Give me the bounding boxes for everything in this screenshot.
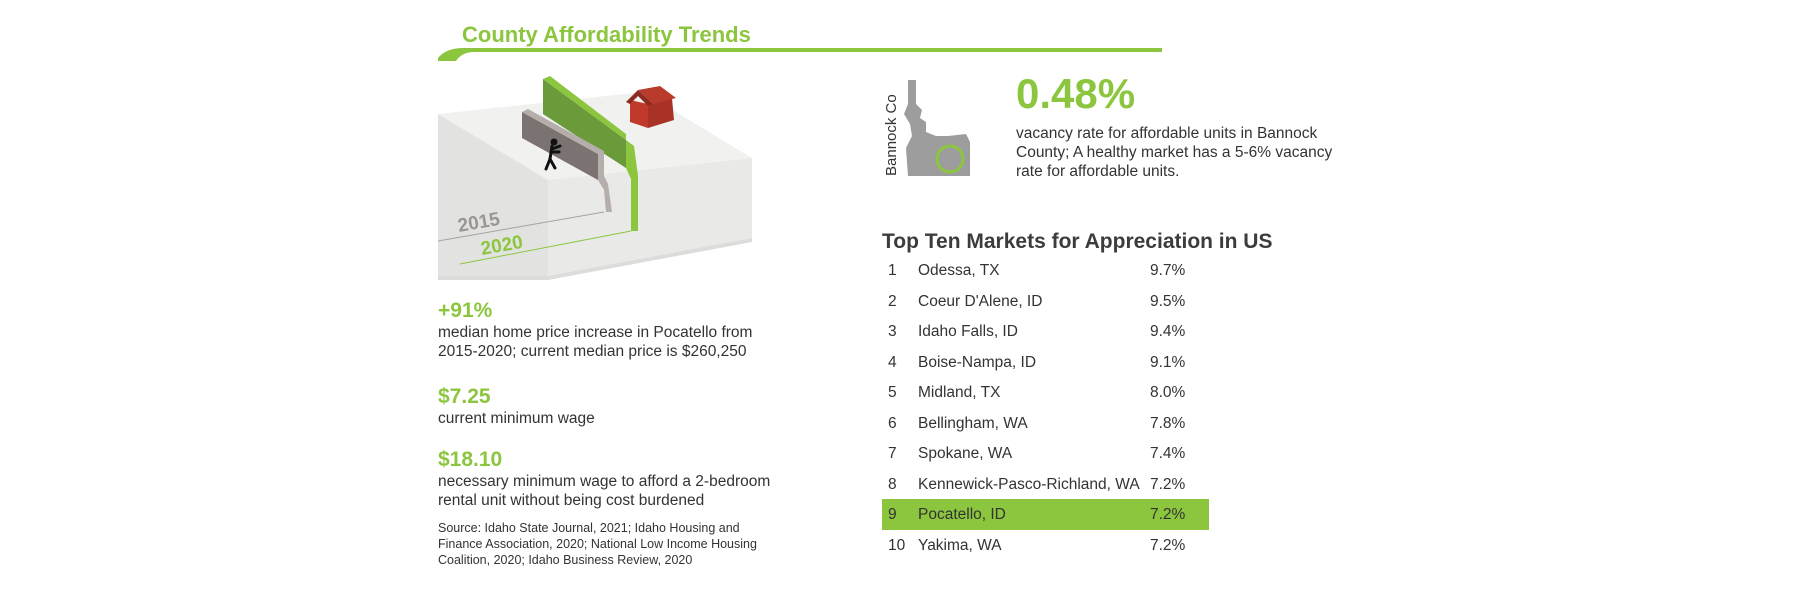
table-row: 6 Bellingham, WA 7.8% xyxy=(882,408,1209,439)
county-marker xyxy=(935,144,965,174)
city-cell: Spokane, WA xyxy=(918,445,1013,462)
rank-cell: 9 xyxy=(888,506,897,523)
idaho-map: Bannock Co xyxy=(883,80,970,176)
city-cell: Coeur D'Alene, ID xyxy=(918,292,1043,310)
city-cell: Midland, TX xyxy=(918,384,1001,401)
stat-description: current minimum wage xyxy=(438,410,595,427)
rank-cell: 3 xyxy=(888,323,897,340)
stat-value: $7.25 xyxy=(438,385,491,408)
city-cell: Boise-Nampa, ID xyxy=(918,353,1037,371)
appreciation-cell: 8.0% xyxy=(1150,384,1186,401)
page-title: County Affordability Trends xyxy=(462,22,751,47)
rank-cell: 8 xyxy=(888,475,897,493)
stat-price-increase: +91% median home price increase in Pocat… xyxy=(438,299,768,361)
city-cell: Bellingham, WA xyxy=(918,414,1028,432)
table-row: 4 Boise-Nampa, ID 9.1% xyxy=(882,347,1209,378)
city-cell: Yakima, WA xyxy=(918,536,1002,554)
appreciation-cell: 7.2% xyxy=(1150,475,1186,493)
table-row: 3 Idaho Falls, ID 9.4% xyxy=(882,316,1209,347)
appreciation-cell: 7.4% xyxy=(1150,445,1186,462)
rank-cell: 5 xyxy=(888,384,897,401)
rank-cell: 7 xyxy=(888,445,897,462)
table-row: 8 Kennewick-Pasco-Richland, WA 7.2% xyxy=(882,469,1209,500)
appreciation-cell: 9.7% xyxy=(1150,262,1186,279)
county-label: Bannock Co xyxy=(883,94,900,176)
city-cell: Odessa, TX xyxy=(918,262,1000,279)
city-cell: Pocatello, ID xyxy=(918,506,1006,523)
wall-illustration: 2015 2020 xyxy=(438,76,752,280)
stat-description: median home price increase in Pocatello … xyxy=(438,324,753,360)
city-cell: Idaho Falls, ID xyxy=(918,323,1018,340)
title-underline xyxy=(438,48,1162,61)
stat-value: +91% xyxy=(438,299,493,322)
table-row: 2 Coeur D'Alene, ID 9.5% xyxy=(882,286,1209,317)
markets-title: Top Ten Markets for Appreciation in US xyxy=(882,230,1273,253)
table-row: 7 Spokane, WA 7.4% xyxy=(882,438,1209,469)
stat-needed-wage: $18.10 necessary minimum wage to afford … xyxy=(438,448,783,510)
source-note: Source: Idaho State Journal, 2021; Idaho… xyxy=(438,521,757,567)
markets-table: 1 Odessa, TX 9.7% 2 Coeur D'Alene, ID 9.5% 3 Id… xyxy=(882,255,1209,560)
appreciation-cell: 7.2% xyxy=(1150,536,1186,554)
rank-cell: 4 xyxy=(888,353,897,371)
appreciation-cell: 9.4% xyxy=(1150,323,1186,340)
stat-minimum-wage: $7.25 current minimum wage xyxy=(438,385,595,428)
table-row-highlighted: 9 Pocatello, ID 7.2% xyxy=(882,499,1209,530)
appreciation-cell: 7.2% xyxy=(1150,506,1186,523)
appreciation-cell: 7.8% xyxy=(1150,414,1186,432)
rank-cell: 10 xyxy=(888,536,906,554)
rank-cell: 2 xyxy=(888,292,897,310)
appreciation-cell: 9.5% xyxy=(1150,292,1186,310)
appreciation-cell: 9.1% xyxy=(1150,353,1186,371)
city-cell: Kennewick-Pasco-Richland, WA xyxy=(918,475,1140,493)
stat-value: $18.10 xyxy=(438,448,503,471)
stat-description: necessary minimum wage to afford a 2-bed… xyxy=(438,473,771,509)
table-row: 10 Yakima, WA 7.2% xyxy=(882,530,1209,561)
vacancy-description: vacancy rate for affordable units in Ban… xyxy=(1016,125,1333,180)
table-row: 1 Odessa, TX 9.7% xyxy=(882,255,1209,286)
rank-cell: 1 xyxy=(888,262,897,279)
table-row: 5 Midland, TX 8.0% xyxy=(882,377,1209,408)
rank-cell: 6 xyxy=(888,414,897,432)
vacancy-rate: 0.48% xyxy=(1016,70,1136,117)
